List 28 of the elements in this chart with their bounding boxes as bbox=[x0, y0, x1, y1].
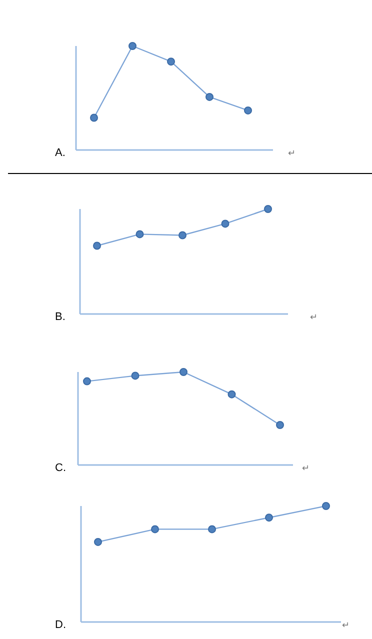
point bbox=[131, 372, 140, 380]
point bbox=[221, 220, 230, 228]
point bbox=[180, 368, 188, 376]
point bbox=[151, 525, 159, 534]
text: ↵ bbox=[342, 621, 350, 631]
point bbox=[178, 231, 186, 240]
point bbox=[94, 538, 102, 546]
text: C. bbox=[55, 462, 66, 474]
text: B. bbox=[55, 311, 66, 323]
text: ↵ bbox=[310, 313, 318, 323]
point bbox=[206, 92, 214, 101]
point bbox=[264, 205, 272, 213]
point bbox=[208, 525, 216, 534]
point bbox=[136, 230, 144, 238]
point bbox=[265, 514, 273, 522]
point bbox=[276, 421, 284, 430]
point bbox=[83, 377, 91, 386]
point bbox=[322, 502, 330, 510]
text: ↵ bbox=[302, 464, 310, 474]
point bbox=[90, 114, 98, 122]
point bbox=[228, 390, 236, 398]
point bbox=[93, 242, 101, 250]
text: A. bbox=[55, 147, 66, 159]
text: ↵ bbox=[288, 149, 296, 159]
point bbox=[128, 42, 136, 50]
text: D. bbox=[55, 619, 66, 631]
point bbox=[167, 58, 175, 66]
point bbox=[244, 106, 252, 114]
